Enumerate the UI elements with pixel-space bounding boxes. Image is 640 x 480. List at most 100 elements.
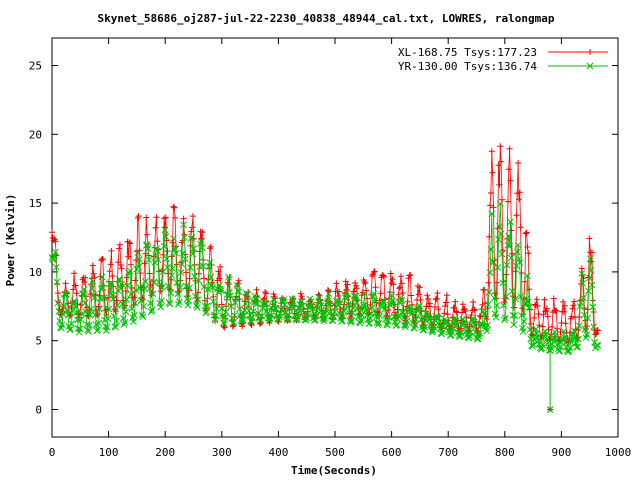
data-point <box>146 285 153 293</box>
data-point <box>316 299 323 307</box>
data-point <box>127 261 134 268</box>
data-point <box>225 273 232 281</box>
data-point <box>198 238 205 245</box>
data-point <box>395 312 402 319</box>
data-point <box>63 290 70 298</box>
x-axis-label: Time(Seconds) <box>291 464 377 477</box>
data-point <box>340 307 348 315</box>
data-point <box>180 221 187 229</box>
data-point <box>117 262 124 269</box>
data-point <box>525 250 532 257</box>
y-tick-label: 0 <box>35 403 42 416</box>
data-point <box>397 284 404 291</box>
data-point <box>192 292 199 300</box>
data-point <box>375 319 383 327</box>
data-point <box>199 262 207 270</box>
data-point <box>362 280 369 287</box>
data-point <box>476 329 484 337</box>
data-point <box>514 190 521 197</box>
data-point <box>168 272 176 279</box>
data-point <box>517 293 525 300</box>
data-point <box>122 308 130 316</box>
data-point <box>357 317 365 324</box>
data-point <box>98 273 106 281</box>
data-point <box>557 328 564 335</box>
data-point <box>465 334 473 342</box>
data-point <box>172 249 180 257</box>
data-point <box>499 279 507 287</box>
data-point <box>116 241 123 248</box>
data-point <box>253 294 260 302</box>
data-point <box>511 312 519 319</box>
data-point <box>128 305 136 312</box>
data-point <box>83 321 91 328</box>
data-point <box>388 291 395 299</box>
data-point <box>516 259 524 266</box>
data-point <box>181 255 189 263</box>
data-point <box>76 325 84 333</box>
data-point <box>583 331 591 339</box>
data-point <box>588 249 595 256</box>
data-point <box>73 309 80 316</box>
data-point <box>93 306 100 313</box>
data-point <box>571 298 578 305</box>
data-point <box>539 341 547 349</box>
data-point <box>560 298 567 305</box>
data-point <box>412 321 419 329</box>
data-point <box>518 312 525 319</box>
data-point <box>298 293 305 300</box>
data-point <box>212 312 220 320</box>
data-point <box>253 286 260 293</box>
data-point <box>153 214 160 221</box>
data-point <box>480 310 488 318</box>
data-point <box>324 287 331 294</box>
data-point <box>252 300 260 307</box>
data-point <box>195 277 203 285</box>
data-point <box>508 227 515 234</box>
data-point <box>474 335 482 343</box>
x-tick-label: 500 <box>325 446 345 459</box>
data-point <box>514 241 522 249</box>
data-point <box>421 323 429 331</box>
data-point <box>562 320 569 327</box>
data-point <box>162 233 170 240</box>
data-point <box>567 338 575 346</box>
data-point <box>438 330 446 338</box>
data-point <box>116 276 124 284</box>
data-point <box>231 312 238 319</box>
data-point <box>439 328 446 336</box>
data-point <box>105 305 113 313</box>
data-point <box>94 326 102 333</box>
data-point <box>277 306 285 314</box>
data-point <box>442 303 449 310</box>
data-point <box>144 231 151 238</box>
data-point <box>550 295 557 302</box>
data-point <box>262 288 269 295</box>
data-point <box>412 316 420 323</box>
data-point <box>541 296 548 303</box>
data-point <box>499 247 506 254</box>
data-point <box>138 311 146 319</box>
data-point <box>495 236 502 243</box>
data-point <box>523 229 530 236</box>
data-point <box>187 235 195 242</box>
data-point <box>432 296 439 303</box>
data-point <box>355 313 362 321</box>
data-point <box>172 214 179 221</box>
data-point <box>140 303 148 310</box>
data-point <box>325 290 333 298</box>
data-point <box>515 159 522 166</box>
data-point <box>332 303 339 311</box>
data-point <box>162 214 169 221</box>
data-point <box>526 326 534 333</box>
data-point <box>358 311 366 319</box>
data-point <box>333 280 340 287</box>
data-point <box>170 235 177 242</box>
data-point <box>297 301 305 309</box>
data-point <box>470 299 477 306</box>
data-point <box>190 245 198 253</box>
data-point <box>130 311 138 319</box>
data-point <box>122 288 129 295</box>
data-point <box>164 282 172 290</box>
